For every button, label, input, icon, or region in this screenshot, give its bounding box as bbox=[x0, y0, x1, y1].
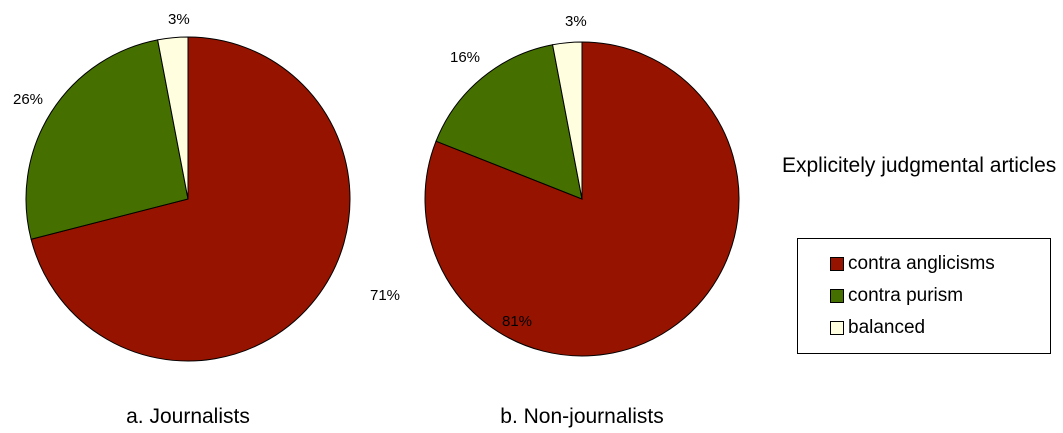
legend-item-contra-anglicisms: contra anglicisms bbox=[798, 248, 1050, 280]
pie-slice-contra-purism bbox=[435, 44, 583, 200]
legend-label-contra-anglicisms: contra anglicisms bbox=[848, 253, 995, 274]
legend-label-balanced: balanced bbox=[848, 317, 926, 338]
pie-caption: b. Non-journalists bbox=[500, 405, 663, 428]
slice-label-contra-anglicisms: 81% bbox=[502, 313, 532, 330]
slice-label-balanced: 3% bbox=[168, 11, 190, 28]
legend-item-balanced: balanced bbox=[798, 312, 1050, 344]
pie-slice-contra-anglicisms bbox=[30, 36, 351, 362]
pie-slice-contra-purism bbox=[25, 39, 189, 240]
pie-slice-balanced bbox=[157, 36, 189, 200]
legend-item-contra-purism: contra purism bbox=[798, 280, 1050, 312]
pie-caption: a. Journalists bbox=[126, 405, 250, 428]
pie-slice-balanced bbox=[551, 41, 583, 200]
legend-swatch-contra-purism bbox=[830, 289, 844, 303]
legend: contra anglicisms contra purism balanced bbox=[797, 238, 1051, 354]
legend-label-contra-purism: contra purism bbox=[848, 285, 964, 306]
chart-title: Explicitely judgmental articles bbox=[782, 154, 1057, 177]
legend-swatch-contra-anglicisms bbox=[830, 257, 844, 271]
slice-label-contra-purism: 16% bbox=[450, 49, 480, 66]
slice-label-balanced: 3% bbox=[565, 13, 587, 30]
legend-swatch-balanced bbox=[830, 321, 844, 335]
pie-non-journalists: 81% 16% 3% b. Non-journalists bbox=[424, 13, 740, 428]
pie-journalists: 71% 26% 3% a. Journalists bbox=[13, 11, 400, 428]
slice-label-contra-purism: 26% bbox=[13, 91, 43, 108]
slice-label-contra-anglicisms: 71% bbox=[370, 287, 400, 304]
